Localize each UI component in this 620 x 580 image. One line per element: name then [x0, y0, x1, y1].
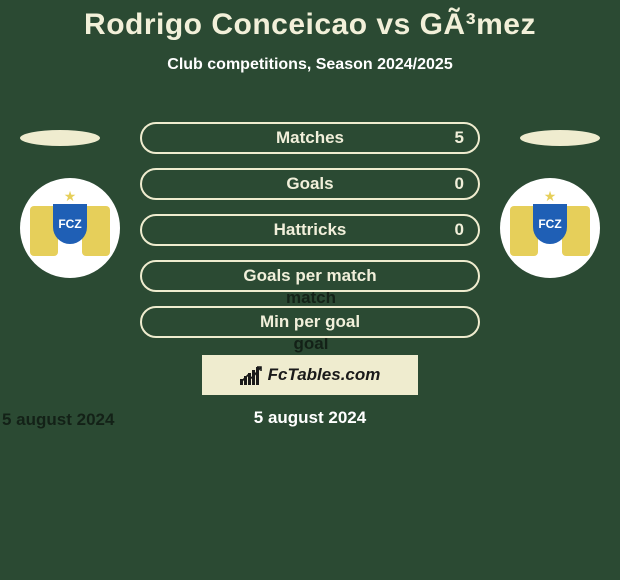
stat-row: Min per goal — [0, 306, 620, 352]
shield-icon: FCZ — [533, 204, 567, 244]
stat-pill-gpm: Goals per match — [140, 260, 480, 292]
stat-value: 0 — [455, 220, 464, 240]
shield-text: FCZ — [538, 217, 561, 231]
player-right-ellipse — [520, 130, 600, 146]
left-ellipse-slot — [20, 130, 100, 146]
stat-label: Min per goal — [260, 312, 360, 332]
stat-row: Goals per match — [0, 260, 620, 306]
shield-icon: FCZ — [53, 204, 87, 244]
stat-label: Hattricks — [274, 220, 347, 240]
stat-pill-hattricks: Hattricks 0 — [140, 214, 480, 246]
stat-pill-matches: Matches 5 — [140, 122, 480, 154]
brand-text: FcTables.com — [268, 365, 381, 385]
stat-row: Matches 5 — [0, 122, 620, 168]
stats-area: Matches 5 Goals 0 ★ — [0, 122, 620, 352]
brand-chart-icon — [240, 365, 262, 385]
shield-text: FCZ — [58, 217, 81, 231]
stat-label: Goals — [286, 174, 333, 194]
star-icon: ★ — [544, 188, 557, 205]
star-icon: ★ — [64, 188, 77, 205]
player-left-ellipse — [20, 130, 100, 146]
stat-pill-goals: Goals 0 — [140, 168, 480, 200]
stat-label: Goals per match — [243, 266, 376, 286]
stat-pill-mpg: Min per goal — [140, 306, 480, 338]
brand-box: FcTables.com — [202, 355, 418, 395]
badge-inner: ★ FCZ — [512, 190, 588, 266]
stat-row: ★ FCZ Hattricks 0 ★ — [0, 214, 620, 260]
page-subtitle: Club competitions, Season 2024/2025 — [0, 56, 620, 74]
right-ellipse-slot — [520, 130, 600, 146]
badge-inner: ★ FCZ — [32, 190, 108, 266]
stat-value: 0 — [455, 174, 464, 194]
content-root: Rodrigo Conceicao vs GÃ³mez Club competi… — [0, 0, 620, 580]
stat-label: Matches — [276, 128, 344, 148]
page-title: Rodrigo Conceicao vs GÃ³mez — [0, 0, 620, 42]
date-text: 5 august 2024 — [0, 408, 620, 428]
brand-arrow-icon — [240, 365, 262, 385]
stat-value: 5 — [455, 128, 464, 148]
